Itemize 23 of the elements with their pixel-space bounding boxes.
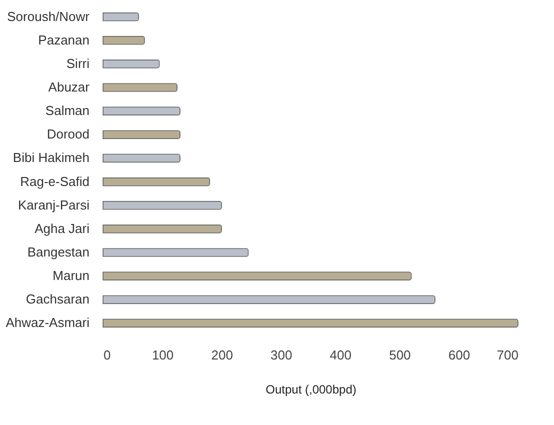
y-tick-label: Marun bbox=[52, 268, 90, 284]
y-tick-label: Dorood bbox=[46, 126, 90, 142]
x-tick-label: 300 bbox=[270, 348, 292, 362]
y-tick-label: Abuzar bbox=[48, 80, 90, 94]
x-tick-label: 700 bbox=[496, 348, 518, 362]
x-tick-label: 100 bbox=[152, 348, 174, 362]
y-tick-label: Rag-e-Safid bbox=[20, 174, 90, 189]
x-tick-label: 0 bbox=[104, 348, 111, 362]
y-tick-label: Gachsaran bbox=[26, 292, 90, 307]
x-tick-label: 600 bbox=[448, 348, 470, 362]
y-tick-label: Ahwaz-Asmari bbox=[6, 315, 90, 330]
y-tick-label: Sirri bbox=[66, 56, 90, 71]
y-tick-label: Karanj-Parsi bbox=[18, 197, 90, 212]
y-tick-label: Bibi Hakimeh bbox=[12, 150, 90, 166]
x-tick-label: 500 bbox=[389, 348, 411, 362]
y-tick-label: Agha Jari bbox=[34, 220, 90, 236]
x-tick-label: 200 bbox=[211, 348, 233, 362]
x-tick-label: 400 bbox=[330, 348, 352, 362]
x-axis-title: Output (,000bpd) bbox=[266, 382, 356, 396]
y-tick-label: Pazanan bbox=[38, 32, 90, 48]
y-tick-label: Salman bbox=[45, 103, 90, 118]
y-tick-label: Soroush/Nowr bbox=[7, 8, 90, 24]
y-tick-label: Bangestan bbox=[27, 244, 90, 260]
